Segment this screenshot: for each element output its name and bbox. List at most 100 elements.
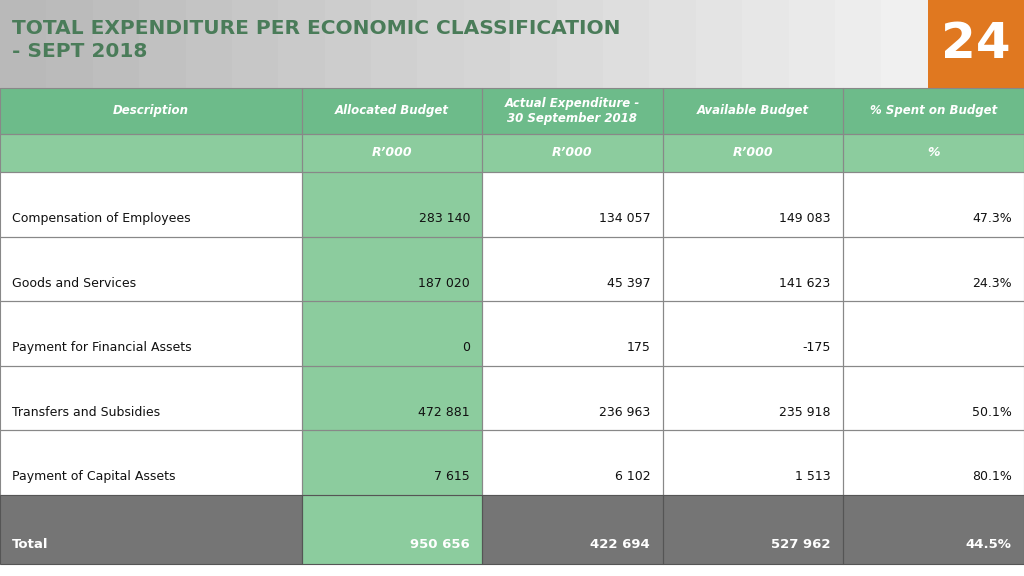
Bar <box>928 0 1024 88</box>
Bar <box>843 430 1024 495</box>
Bar <box>0 172 302 237</box>
Text: 527 962: 527 962 <box>771 538 830 551</box>
Text: 235 918: 235 918 <box>779 406 830 419</box>
Bar <box>882 0 928 88</box>
Bar <box>482 495 663 564</box>
Bar <box>843 172 1024 237</box>
Bar <box>482 301 663 366</box>
Bar <box>0 88 302 134</box>
Bar <box>302 366 482 430</box>
Bar <box>843 495 1024 564</box>
Text: 24: 24 <box>941 20 1011 68</box>
Text: Goods and Services: Goods and Services <box>12 276 136 290</box>
Bar <box>843 301 1024 366</box>
Bar <box>302 88 482 134</box>
Bar <box>482 134 663 172</box>
Text: R’000: R’000 <box>372 146 413 160</box>
Bar <box>325 0 371 88</box>
Bar <box>843 134 1024 172</box>
Bar <box>663 301 843 366</box>
Text: 472 881: 472 881 <box>419 406 470 419</box>
Bar <box>0 495 302 564</box>
Bar <box>843 88 1024 134</box>
Text: %: % <box>927 146 940 160</box>
Bar <box>482 237 663 301</box>
Text: 24.3%: 24.3% <box>972 276 1012 290</box>
Bar <box>302 301 482 366</box>
Bar <box>663 366 843 430</box>
Bar <box>482 134 663 172</box>
Bar <box>0 495 302 564</box>
Bar <box>482 495 663 564</box>
Bar <box>788 0 835 88</box>
Text: 149 083: 149 083 <box>779 212 830 225</box>
Bar <box>742 0 788 88</box>
Bar <box>302 237 482 301</box>
Bar <box>371 0 418 88</box>
Text: 0: 0 <box>462 341 470 354</box>
Bar <box>302 88 482 134</box>
Text: 175: 175 <box>627 341 650 354</box>
Bar <box>302 495 482 564</box>
Bar <box>0 0 928 88</box>
Bar <box>843 366 1024 430</box>
Bar <box>663 366 843 430</box>
Bar <box>46 0 93 88</box>
Bar <box>557 0 603 88</box>
Bar <box>843 495 1024 564</box>
Bar <box>302 134 482 172</box>
Text: TOTAL EXPENDITURE PER ECONOMIC CLASSIFICATION
- SEPT 2018: TOTAL EXPENDITURE PER ECONOMIC CLASSIFIC… <box>12 20 621 61</box>
Bar <box>843 134 1024 172</box>
Bar <box>0 237 302 301</box>
Bar <box>482 366 663 430</box>
Bar <box>482 430 663 495</box>
Bar <box>696 0 742 88</box>
Text: 80.1%: 80.1% <box>972 470 1012 483</box>
Bar <box>482 366 663 430</box>
Bar <box>0 88 302 134</box>
Bar <box>279 0 325 88</box>
Bar <box>302 430 482 495</box>
Bar <box>843 88 1024 134</box>
Bar <box>663 172 843 237</box>
Bar <box>0 172 302 237</box>
Bar <box>663 430 843 495</box>
Bar <box>663 172 843 237</box>
Bar <box>663 495 843 564</box>
Text: 45 397: 45 397 <box>606 276 650 290</box>
Bar <box>0 366 302 430</box>
Bar <box>0 366 302 430</box>
Bar <box>835 0 882 88</box>
Text: Total: Total <box>12 538 49 551</box>
Bar <box>0 0 46 88</box>
Text: 236 963: 236 963 <box>599 406 650 419</box>
Bar <box>93 0 139 88</box>
Bar <box>231 0 279 88</box>
Bar <box>482 301 663 366</box>
Bar <box>843 366 1024 430</box>
Bar <box>302 237 482 301</box>
Bar <box>0 134 302 172</box>
Bar <box>482 172 663 237</box>
Bar <box>0 430 302 495</box>
Text: 6 102: 6 102 <box>614 470 650 483</box>
Bar <box>302 366 482 430</box>
Text: 7 615: 7 615 <box>434 470 470 483</box>
Text: -175: -175 <box>802 341 830 354</box>
Text: Actual Expenditure -
30 September 2018: Actual Expenditure - 30 September 2018 <box>505 97 640 124</box>
Text: Available Budget: Available Budget <box>696 104 809 117</box>
Bar <box>0 430 302 495</box>
Text: 1 513: 1 513 <box>795 470 830 483</box>
Bar <box>663 301 843 366</box>
Bar <box>843 301 1024 366</box>
Bar <box>302 134 482 172</box>
Text: 134 057: 134 057 <box>599 212 650 225</box>
Bar <box>0 237 302 301</box>
Bar <box>843 237 1024 301</box>
Bar <box>663 430 843 495</box>
Bar <box>0 134 302 172</box>
Bar <box>663 134 843 172</box>
Bar <box>482 237 663 301</box>
Bar <box>663 495 843 564</box>
Bar <box>0 301 302 366</box>
